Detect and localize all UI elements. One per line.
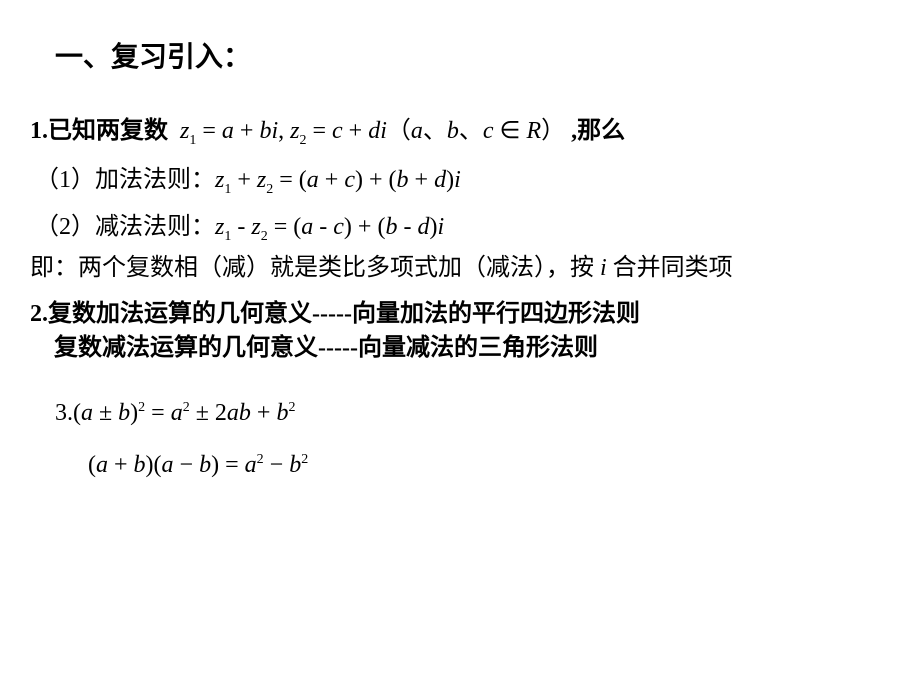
r1-d: d <box>434 167 446 193</box>
item2-block: 2.复数加法运算的几何意义-----向量加法的平行四边形法则 复数减法运算的几何… <box>30 298 890 365</box>
domain-open: （ <box>387 118 411 144</box>
r1-p1c: ) <box>355 167 363 193</box>
r2-z2: z <box>251 214 260 240</box>
i3b-plus: + <box>108 452 134 478</box>
i3b-p1o: ( <box>88 452 96 478</box>
i3b-bsq: b <box>289 452 301 478</box>
i3b-a2: a <box>162 452 174 478</box>
note-i: i <box>600 255 607 281</box>
i3b-eq: = <box>219 452 245 478</box>
i3-a2sup: 2 <box>183 400 190 415</box>
rule1-line: （1）加法法则：z1 + z2 = (a + c) + (b + d)i <box>35 159 890 198</box>
i3b-b2: b <box>199 452 211 478</box>
i3-two: 2 <box>215 400 227 426</box>
r1-pm: + <box>363 167 389 193</box>
note-prefix: 即：两个复数相（减）就是类比多项式加（减法），按 <box>30 255 600 281</box>
r1-eq: = <box>273 167 299 193</box>
r2-pm: + <box>352 214 378 240</box>
domain-sep1: 、 <box>423 118 447 144</box>
r2-p1c: ) <box>344 214 352 240</box>
r1-z2: z <box>257 167 266 193</box>
i3-pm2: ± <box>190 400 215 426</box>
domain-close: ） <box>541 118 565 144</box>
r2-mac: - <box>313 214 333 240</box>
item3a-line: 3.(a ± b)2 = a2 ± 2ab + b2 <box>55 400 890 427</box>
rule2-line: （2）减法法则：z1 - z2 = (a - c) + (b - d)i <box>35 206 890 245</box>
bi-var: bi <box>259 118 278 144</box>
i3-pc: ) <box>130 400 138 426</box>
domain-c: c <box>483 118 494 144</box>
rule1-label: （1）加法法则： <box>35 167 215 193</box>
i3-b2sup: 2 <box>288 400 295 415</box>
a-var: a <box>222 118 234 144</box>
eq2: = <box>306 118 332 144</box>
r1-p1o: ( <box>299 167 307 193</box>
r1-b: b <box>397 167 409 193</box>
i3-ab: ab <box>227 400 251 426</box>
section-title: 一、复习引入： <box>55 35 890 75</box>
r2-c: c <box>333 214 344 240</box>
item2-line2: 复数减法运算的几何意义-----向量减法的三角形法则 <box>30 332 890 366</box>
di-var: di <box>368 118 387 144</box>
i3b-p2c: ) <box>211 452 219 478</box>
r2-minus: - <box>231 214 251 240</box>
note-line: 即：两个复数相（减）就是类比多项式加（减法），按 i 合并同类项 <box>30 252 890 286</box>
r1-c: c <box>344 167 355 193</box>
r2-d: d <box>417 214 429 240</box>
i3-plus: + <box>251 400 277 426</box>
i3b-minus: − <box>174 452 200 478</box>
item3b-line: (a + b)(a − b) = a2 − b2 <box>88 452 890 479</box>
domain-R: R <box>526 118 541 144</box>
comma: , <box>278 118 290 144</box>
plus1: + <box>234 118 260 144</box>
domain-in: ∈ <box>494 118 527 144</box>
r2-z1: z <box>215 214 224 240</box>
i3-a2: a <box>171 400 183 426</box>
z1-var: z <box>180 118 189 144</box>
i3b-minus2: − <box>264 452 290 478</box>
i3-eq: = <box>145 400 171 426</box>
i3b-p1c: ) <box>146 452 154 478</box>
r2-b: b <box>385 214 397 240</box>
item1-label: 已知两复数 <box>48 118 168 144</box>
i3-b2: b <box>276 400 288 426</box>
item1-suffix: ,那么 <box>571 118 625 144</box>
r1-pbd: + <box>409 167 435 193</box>
r1-z1: z <box>215 167 224 193</box>
rule2-label: （2）减法法则： <box>35 214 215 240</box>
r1-plus: + <box>231 167 257 193</box>
i3b-bsqsup: 2 <box>301 452 308 467</box>
i3-po: ( <box>73 400 81 426</box>
i3b-p2o: ( <box>154 452 162 478</box>
eq1: = <box>196 118 222 144</box>
i3-prefix: 3. <box>55 400 73 426</box>
item2-line1: 2.复数加法运算的几何意义-----向量加法的平行四边形法则 <box>30 298 890 332</box>
item1-prefix: 1. <box>30 118 48 144</box>
i3b-a1: a <box>96 452 108 478</box>
domain-sep2: 、 <box>459 118 483 144</box>
item1-intro: 1.已知两复数 z1 = a + bi, z2 = c + di（a、b、c ∈… <box>30 110 890 149</box>
i3-a: a <box>81 400 93 426</box>
r1-p2o: ( <box>389 167 397 193</box>
r1-p2c: ) <box>446 167 454 193</box>
r1-i: i <box>454 167 461 193</box>
r1-pac: + <box>319 167 345 193</box>
domain-a: a <box>411 118 423 144</box>
plus2: + <box>343 118 369 144</box>
i3-b: b <box>118 400 130 426</box>
r2-mbd: - <box>397 214 417 240</box>
note-suffix: 合并同类项 <box>607 255 733 281</box>
r1-a: a <box>307 167 319 193</box>
c-var: c <box>332 118 343 144</box>
i3b-b1: b <box>134 452 146 478</box>
domain-b: b <box>447 118 459 144</box>
r2-z2-sub: 2 <box>261 228 268 243</box>
i3b-asqsup: 2 <box>257 452 264 467</box>
r2-a: a <box>301 214 313 240</box>
i3b-asq: a <box>245 452 257 478</box>
i3-pm1: ± <box>93 400 118 426</box>
r2-eq: = <box>268 214 294 240</box>
r2-i: i <box>437 214 444 240</box>
